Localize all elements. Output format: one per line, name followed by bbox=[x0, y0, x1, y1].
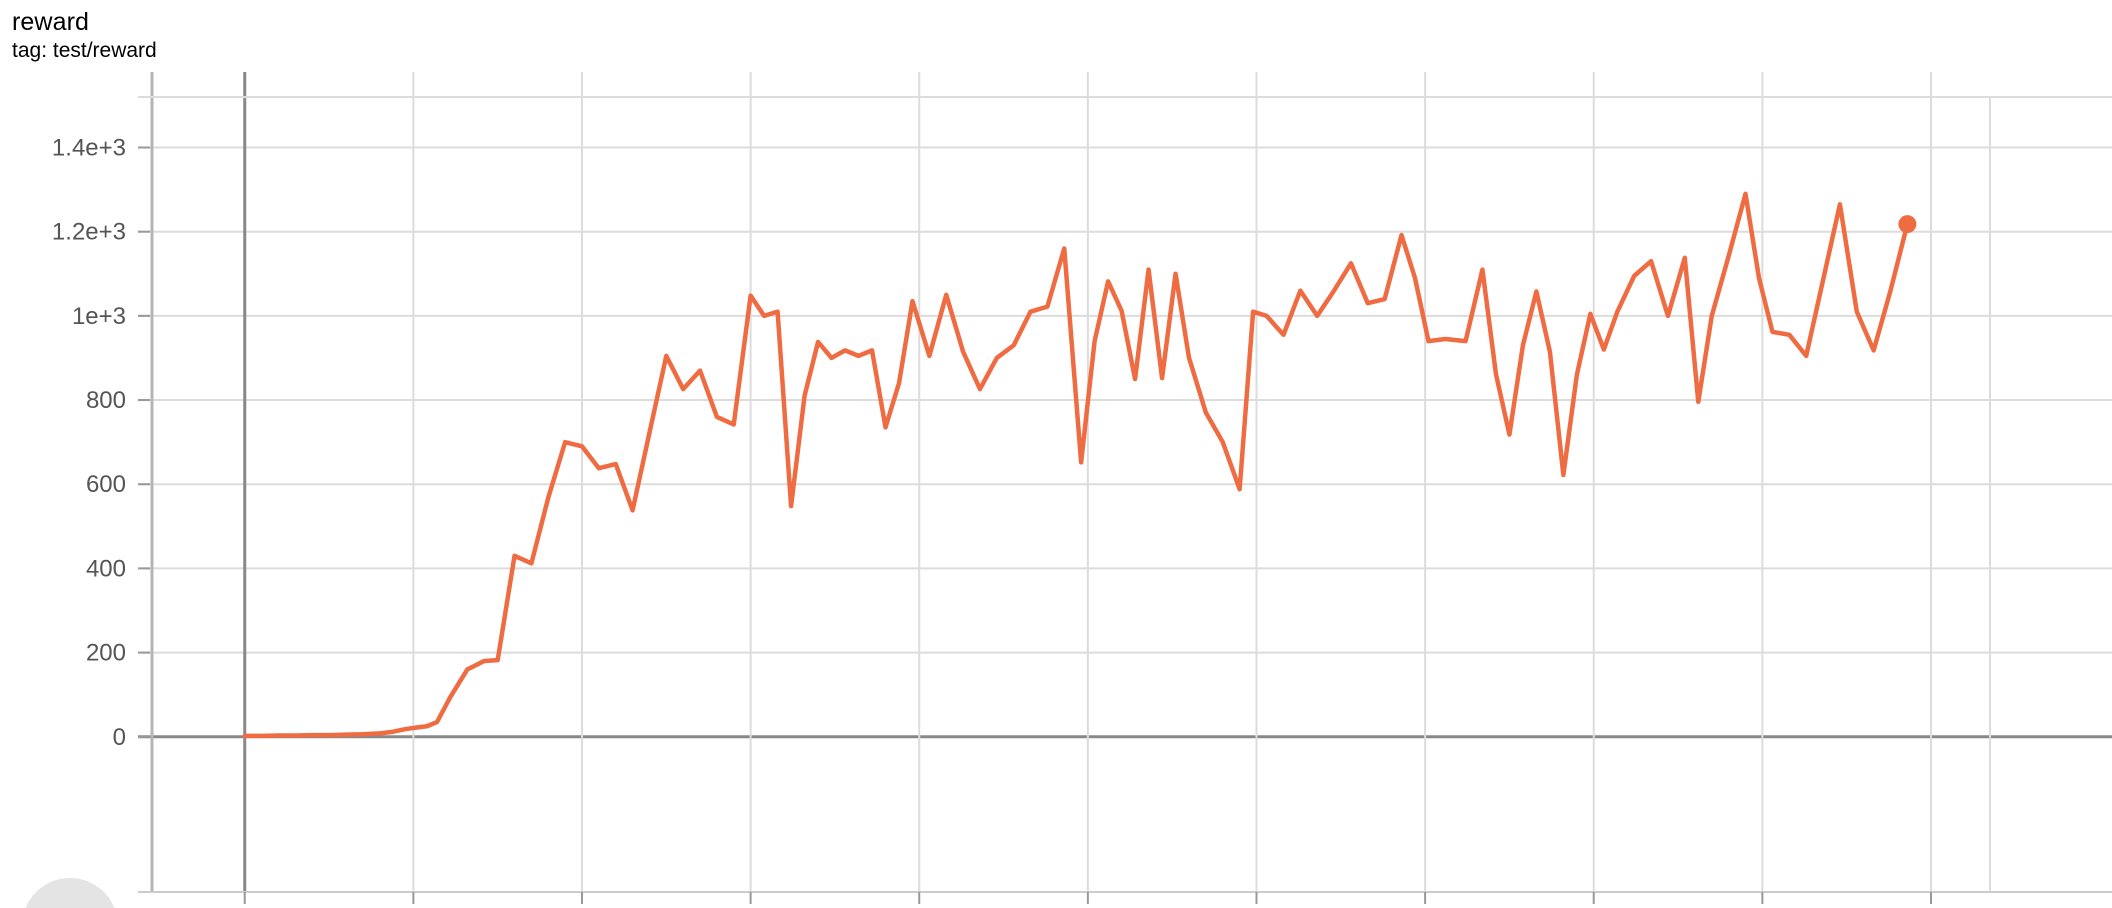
chart-header: reward tag: test/reward bbox=[12, 8, 157, 62]
plot-frame bbox=[138, 72, 2112, 893]
y-tick-label: 1e+3 bbox=[72, 303, 126, 330]
y-tick-label: 400 bbox=[86, 555, 126, 582]
y-tick-label: 600 bbox=[86, 471, 126, 498]
y-axis-tick-labels: 0 200 400 600 800 1e+3 1.2e+3 1.4e+3 bbox=[52, 135, 126, 751]
chart-tag-subtitle: tag: test/reward bbox=[12, 39, 157, 62]
gridlines bbox=[138, 72, 2112, 892]
y-tick-label: 800 bbox=[86, 387, 126, 414]
y-tick-label: 0 bbox=[113, 724, 126, 751]
page-title: reward bbox=[12, 8, 90, 36]
series-end-marker[interactable] bbox=[1898, 215, 1917, 234]
y-tick-label: 1.2e+3 bbox=[52, 219, 126, 246]
y-tick-label: 1.4e+3 bbox=[52, 135, 126, 162]
data-line[interactable] bbox=[242, 191, 1910, 739]
y-tick-label: 200 bbox=[86, 640, 126, 667]
series-test-reward[interactable] bbox=[242, 191, 1910, 739]
tick-marks bbox=[138, 146, 1932, 904]
last-point-marker[interactable] bbox=[1898, 215, 1917, 234]
